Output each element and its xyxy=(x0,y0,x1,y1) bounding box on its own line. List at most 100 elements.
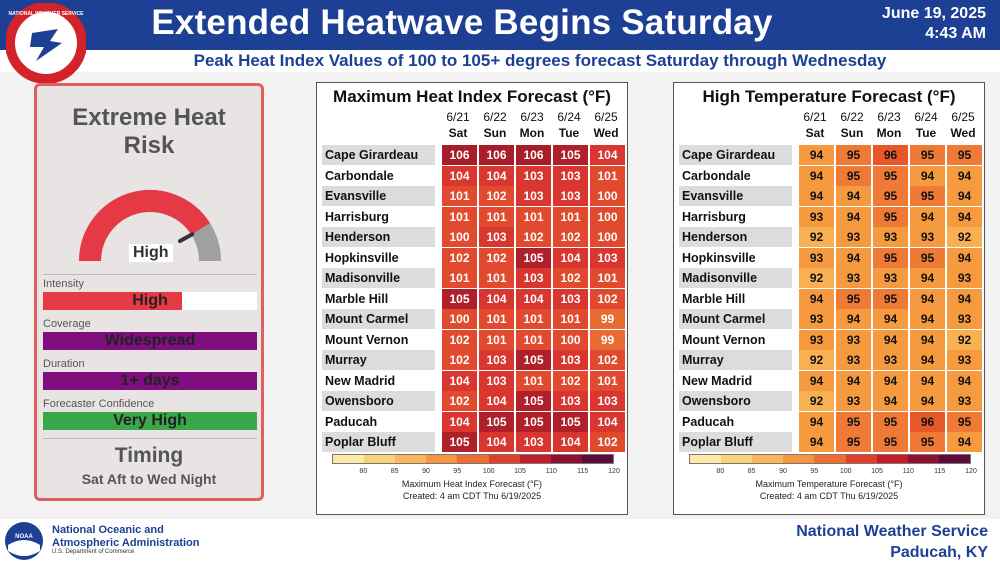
city-name: Mount Carmel xyxy=(679,309,792,329)
legend-tick: 120 xyxy=(965,468,977,475)
city-name: Henderson xyxy=(322,227,435,247)
legend-swatch xyxy=(845,455,877,463)
city-name: Poplar Bluff xyxy=(679,432,792,452)
noaa-sub: U.S. Department of Commerce xyxy=(52,549,135,555)
table-row: Murray 92 93 93 94 93 xyxy=(679,350,982,370)
value-cell: 93 xyxy=(835,227,871,247)
day-header: 6/25 Wed xyxy=(945,109,981,141)
value-cell: 101 xyxy=(478,309,514,329)
day-name: Tue xyxy=(915,126,937,140)
city-name: Henderson xyxy=(679,227,792,247)
day-name: Wed xyxy=(950,126,976,140)
value-cell: 94 xyxy=(946,206,982,227)
value-cell: 95 xyxy=(909,247,945,268)
value-cell: 94 xyxy=(798,186,834,206)
table-row: Hopkinsville 102 102 105 104 103 xyxy=(322,247,625,268)
value-cell: 94 xyxy=(835,309,871,329)
nws-line2: Paducah, KY xyxy=(890,544,988,561)
city-name: Hopkinsville xyxy=(322,247,435,268)
day-name: Sun xyxy=(483,126,507,140)
city-name: Poplar Bluff xyxy=(322,432,435,452)
table-row: Evansville 101 102 103 103 100 xyxy=(322,186,625,206)
table-row: Madisonville 101 101 103 102 101 xyxy=(322,268,625,288)
value-cell: 94 xyxy=(909,391,945,411)
legend-swatch xyxy=(488,455,520,463)
value-cell: 93 xyxy=(946,268,982,288)
table-row: Cape Girardeau 94 95 96 95 95 xyxy=(679,145,982,165)
city-name: Mount Vernon xyxy=(679,329,792,350)
day-name: Tue xyxy=(558,126,580,140)
legend-swatch xyxy=(426,455,458,463)
value-cell: 93 xyxy=(798,247,834,268)
high-temp-table-panel: High Temperature Forecast (°F) 6/21 Sat 6/… xyxy=(673,82,985,515)
city-name: Carbondale xyxy=(322,165,435,186)
table-row: Poplar Bluff 94 95 95 95 94 xyxy=(679,432,982,452)
value-cell: 105 xyxy=(515,411,551,432)
legend-tick: 115 xyxy=(577,468,589,475)
table-row: Carbondale 104 104 103 103 101 xyxy=(322,165,625,186)
table-row: Carbondale 94 95 95 94 94 xyxy=(679,165,982,186)
intensity-value: High xyxy=(132,292,168,309)
duration-value: 1+ days xyxy=(120,372,180,389)
value-cell: 102 xyxy=(589,350,625,370)
legend-tick: 85 xyxy=(747,468,756,475)
value-cell: 102 xyxy=(478,186,514,206)
value-cell: 94 xyxy=(909,268,945,288)
value-cell: 101 xyxy=(441,206,477,227)
day-date: 6/22 xyxy=(840,110,864,124)
coverage-bar: Widespread xyxy=(43,332,257,350)
value-cell: 94 xyxy=(909,350,945,370)
legend-caption: Maximum Temperature Forecast (°F) xyxy=(755,479,903,489)
timing-text: Sat Aft to Wed Night xyxy=(81,471,217,487)
value-cell: 104 xyxy=(441,370,477,391)
created-stamp: Created: 4 am CDT Thu 6/19/2025 xyxy=(402,491,542,501)
value-cell: 102 xyxy=(478,247,514,268)
city-name: Owensboro xyxy=(679,391,792,411)
city-name: Hopkinsville xyxy=(679,247,792,268)
duration-bar: 1+ days xyxy=(43,372,257,390)
value-cell: 101 xyxy=(515,370,551,391)
risk-gauge xyxy=(79,190,221,262)
value-cell: 93 xyxy=(946,309,982,329)
value-cell: 101 xyxy=(441,186,477,206)
value-cell: 103 xyxy=(589,391,625,411)
value-cell: 103 xyxy=(515,432,551,452)
gauge-needle xyxy=(178,232,195,243)
value-cell: 92 xyxy=(946,227,982,247)
value-cell: 101 xyxy=(441,268,477,288)
noaa-line2: Atmospheric Administration xyxy=(52,537,200,549)
intensity-label: Intensity xyxy=(43,278,84,290)
day-name: Sun xyxy=(840,126,864,140)
table-row: Mount Vernon 93 93 94 94 92 xyxy=(679,329,982,350)
city-name: Mount Carmel xyxy=(322,309,435,329)
table-row: New Madrid 94 94 94 94 94 xyxy=(679,370,982,391)
value-cell: 94 xyxy=(872,370,908,391)
value-cell: 104 xyxy=(441,165,477,186)
legend-tick: 100 xyxy=(482,468,495,475)
value-cell: 92 xyxy=(798,350,834,370)
value-cell: 103 xyxy=(478,370,514,391)
color-legend xyxy=(332,454,614,464)
value-cell: 105 xyxy=(515,247,551,268)
table-row: Henderson 92 93 93 93 92 xyxy=(679,227,982,247)
value-cell: 104 xyxy=(589,145,625,165)
heat-index-table-panel: Maximum Heat Index Forecast (°F) 6/21 Sat… xyxy=(316,82,628,515)
issue-date: June 19, 2025 xyxy=(881,5,986,22)
value-cell: 103 xyxy=(515,268,551,288)
value-cell: 95 xyxy=(872,411,908,432)
value-cell: 95 xyxy=(872,186,908,206)
table-row: Marble Hill 105 104 104 103 102 xyxy=(322,288,625,309)
created-stamp: Created: 4 am CDT Thu 6/19/2025 xyxy=(759,491,899,501)
noaa-name: National Oceanic and Atmospheric Adminis… xyxy=(52,524,200,550)
gauge-label: High xyxy=(129,244,173,262)
day-header: 6/22 Sun xyxy=(834,109,870,141)
table-row: Owensboro 92 93 94 94 93 xyxy=(679,391,982,411)
value-cell: 101 xyxy=(589,370,625,391)
value-cell: 95 xyxy=(835,432,871,452)
value-cell: 94 xyxy=(835,186,871,206)
day-name: Mon xyxy=(876,126,902,140)
city-name: Mount Vernon xyxy=(322,329,435,350)
value-cell: 106 xyxy=(515,145,551,165)
value-cell: 105 xyxy=(441,432,477,452)
value-cell: 102 xyxy=(441,350,477,370)
